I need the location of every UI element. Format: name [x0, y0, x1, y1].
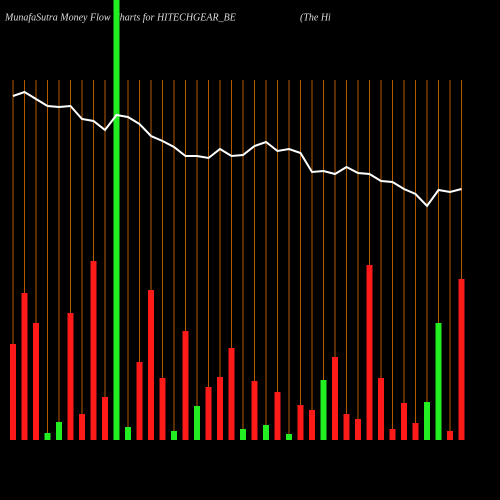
price-line — [12, 90, 462, 208]
bar — [33, 323, 39, 440]
bar — [56, 422, 62, 440]
bar — [286, 434, 292, 440]
bar — [332, 357, 338, 440]
bar — [10, 344, 16, 440]
bar — [389, 429, 396, 440]
bar — [21, 293, 28, 440]
bar — [90, 261, 97, 440]
bar — [217, 377, 223, 440]
bar — [251, 381, 258, 440]
bar — [136, 362, 143, 440]
bar — [412, 423, 419, 440]
bar — [274, 392, 281, 440]
bar — [297, 405, 304, 440]
bar — [171, 431, 177, 440]
bar — [343, 414, 350, 440]
bar — [148, 290, 154, 440]
bar — [355, 419, 361, 440]
bar — [320, 380, 327, 440]
bar — [182, 331, 189, 440]
bar — [102, 397, 108, 440]
bar — [240, 429, 246, 440]
bar — [79, 414, 85, 440]
bar — [401, 403, 407, 440]
bar — [458, 279, 465, 440]
chart-title: MunafaSutra Money Flow Charts for HITECH… — [4, 12, 236, 23]
bar — [67, 313, 74, 440]
bar — [125, 427, 131, 440]
bar — [205, 387, 212, 440]
bar — [378, 378, 384, 440]
bar — [263, 425, 269, 440]
chart-subtitle: (The Hi — [300, 12, 331, 23]
bar — [113, 0, 120, 440]
bar — [435, 323, 442, 440]
bar — [424, 402, 430, 440]
bar — [309, 410, 315, 440]
bar — [194, 406, 200, 440]
bar — [159, 378, 166, 440]
bar — [44, 433, 51, 440]
bar — [228, 348, 235, 440]
bar — [447, 431, 453, 440]
bar — [366, 265, 373, 440]
